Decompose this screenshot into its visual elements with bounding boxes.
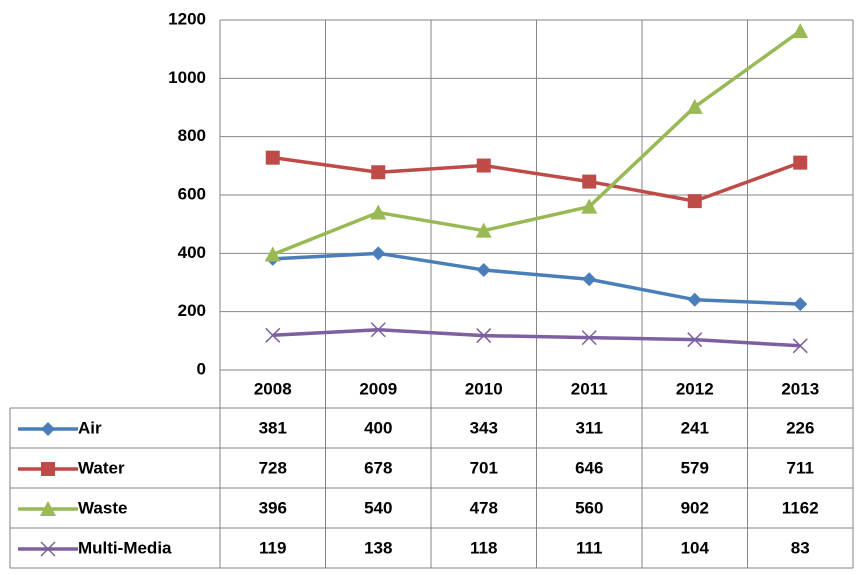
table-value: 104 — [681, 538, 710, 557]
x-tick-label: 2009 — [359, 379, 397, 398]
table-value: 83 — [791, 538, 810, 557]
marker — [687, 292, 702, 307]
legend-label: Multi-Media — [78, 538, 172, 557]
table-value: 226 — [786, 418, 814, 437]
marker — [370, 322, 386, 338]
marker — [475, 222, 492, 238]
table-value: 678 — [364, 458, 392, 477]
table-value: 311 — [576, 418, 603, 437]
x-tick-label: 2011 — [571, 379, 608, 398]
table-value: 119 — [259, 538, 286, 557]
legend-label: Water — [78, 458, 125, 477]
table-value: 241 — [681, 418, 709, 437]
y-tick-label: 400 — [178, 243, 206, 262]
marker — [371, 246, 386, 261]
table-value: 711 — [787, 458, 814, 477]
y-tick-label: 0 — [197, 359, 206, 378]
table-value: 902 — [681, 498, 709, 517]
table-value: 540 — [364, 498, 392, 517]
table-value: 560 — [575, 498, 603, 517]
series-line — [272, 29, 802, 257]
marker — [40, 501, 56, 516]
y-tick-label: 1200 — [168, 9, 206, 28]
table-value: 728 — [259, 458, 287, 477]
marker — [476, 158, 491, 173]
table-value: 381 — [259, 418, 287, 437]
marker — [265, 150, 280, 165]
table-value: 118 — [470, 538, 497, 557]
marker — [792, 338, 808, 354]
table-value: 579 — [681, 458, 709, 477]
series-line — [272, 155, 801, 203]
marker — [793, 155, 808, 170]
series-line — [272, 251, 801, 306]
legend-label: Waste — [78, 498, 127, 517]
marker — [476, 262, 491, 277]
y-tick-label: 600 — [178, 184, 206, 203]
marker — [687, 194, 702, 209]
marker — [581, 330, 597, 346]
table-value: 138 — [364, 538, 392, 557]
y-tick-label: 1000 — [168, 68, 206, 87]
table-value: 343 — [470, 418, 498, 437]
x-tick-label: 2012 — [676, 379, 714, 398]
table-value: 646 — [575, 458, 603, 477]
table-value: 396 — [259, 498, 287, 517]
marker — [370, 204, 387, 220]
marker — [686, 98, 703, 114]
marker — [793, 297, 808, 312]
marker — [41, 462, 55, 476]
table-value: 1162 — [782, 498, 819, 517]
y-tick-label: 200 — [178, 301, 206, 320]
y-tick-label: 800 — [178, 126, 206, 145]
marker — [581, 198, 598, 214]
marker — [41, 422, 55, 436]
table-value: 111 — [576, 538, 603, 557]
marker — [264, 246, 281, 262]
marker — [265, 327, 281, 343]
marker — [371, 165, 386, 180]
legend-label: Air — [78, 418, 102, 437]
table-value: 478 — [470, 498, 498, 517]
series-line — [272, 328, 801, 348]
marker — [792, 23, 809, 39]
x-tick-label: 2010 — [465, 379, 503, 398]
table-value: 400 — [364, 418, 392, 437]
x-tick-label: 2013 — [781, 379, 819, 398]
marker — [582, 174, 597, 189]
marker — [476, 328, 492, 344]
marker — [582, 272, 597, 287]
table-value: 701 — [470, 458, 498, 477]
x-tick-label: 2008 — [254, 379, 292, 398]
marker — [40, 541, 56, 557]
marker — [687, 332, 703, 348]
